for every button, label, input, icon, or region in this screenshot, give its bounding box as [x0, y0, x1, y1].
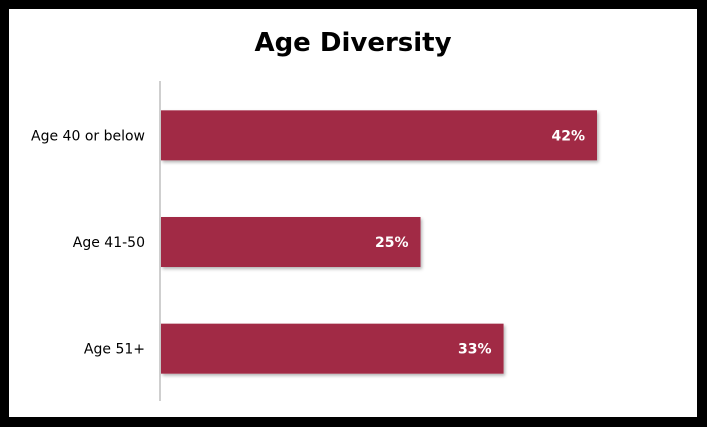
- category-label: Age 41-50: [73, 235, 145, 251]
- bar: [161, 323, 504, 374]
- data-label: 33%: [458, 342, 492, 358]
- chart-title: Age Diversity: [254, 28, 452, 58]
- category-label: Age 40 or below: [31, 128, 145, 144]
- category-label: Age 51+: [84, 342, 145, 358]
- data-label: 42%: [551, 128, 585, 144]
- bar: [161, 110, 597, 161]
- bar: [161, 217, 421, 267]
- chart-panel: Age Diversity Age 40 or below 42% Age 41-5…: [9, 9, 697, 417]
- data-label: 25%: [375, 235, 409, 251]
- bars-group: Age 40 or below 42% Age 41-50 25% Age 51+ 33%: [31, 110, 597, 374]
- bar-chart: Age 40 or below 42% Age 41-50 25% Age 51+ 33%: [31, 81, 597, 401]
